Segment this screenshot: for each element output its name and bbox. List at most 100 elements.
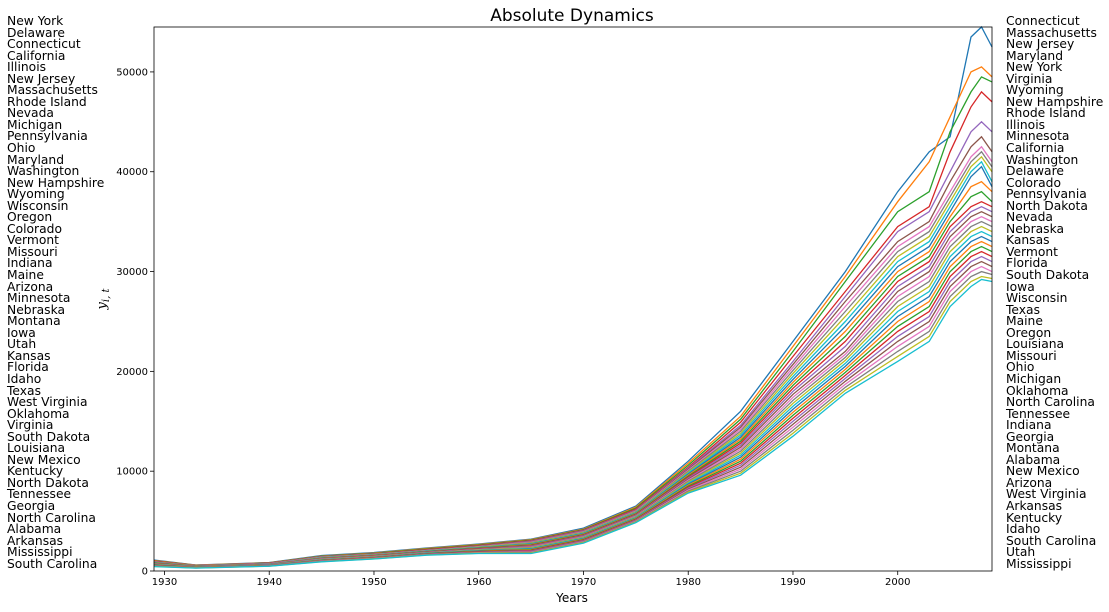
right-state-label: Tennessee xyxy=(1006,406,1071,421)
series-line xyxy=(153,220,993,568)
left-state-label: South Dakota xyxy=(7,429,91,444)
right-state-label: Florida xyxy=(1006,256,1048,271)
plot-frame xyxy=(153,26,993,572)
left-state-label: Maryland xyxy=(7,152,65,167)
right-state-label: Texas xyxy=(1006,302,1040,317)
series-line xyxy=(153,120,993,567)
left-state-label: California xyxy=(7,48,66,63)
left-state-label: Arizona xyxy=(7,279,54,294)
right-state-label: Alabama xyxy=(1006,452,1061,467)
x-axis-label: Years xyxy=(555,591,588,605)
x-tick-label: 1980 xyxy=(675,577,700,588)
right-state-label: Colorado xyxy=(1006,175,1061,190)
right-state-label: Pennsylvania xyxy=(1006,187,1087,202)
left-state-label: New Jersey xyxy=(7,71,76,86)
right-state-label: Nevada xyxy=(1006,210,1053,225)
series-line xyxy=(153,66,993,566)
right-state-label: Connecticut xyxy=(1006,14,1080,28)
right-state-label: Oklahoma xyxy=(1006,383,1069,398)
y-axis-label-main: y xyxy=(95,301,110,310)
left-state-label: Wyoming xyxy=(7,187,65,202)
left-state-label: New York xyxy=(7,14,64,28)
series-line xyxy=(153,240,993,568)
left-state-labels: New York Delaware Connecticut California Ill… xyxy=(7,14,105,570)
right-state-label: Wyoming xyxy=(1006,83,1064,98)
left-state-label: Massachusetts xyxy=(7,83,98,98)
y-tick-label: 20000 xyxy=(116,367,148,378)
right-state-label: New Hampshire xyxy=(1006,94,1104,109)
right-state-label: Oregon xyxy=(1006,325,1052,340)
series-line xyxy=(153,200,993,568)
series-line xyxy=(153,245,993,569)
x-tick-label: 1990 xyxy=(780,577,805,588)
right-state-label: Kansas xyxy=(1006,233,1050,248)
chart-title: Absolute Dynamics xyxy=(490,6,654,26)
series-line xyxy=(153,25,993,566)
series-line xyxy=(153,205,993,568)
left-state-label: Wisconsin xyxy=(7,198,69,213)
x-tick-label: 2000 xyxy=(885,577,910,588)
series-line xyxy=(153,278,993,569)
left-state-label: New Mexico xyxy=(7,452,81,467)
left-state-label: North Dakota xyxy=(7,475,89,490)
right-state-label: Washington xyxy=(1006,152,1079,167)
left-state-label: Virginia xyxy=(7,418,54,433)
right-state-label: New Jersey xyxy=(1006,37,1075,52)
left-state-label: Pennsylvania xyxy=(7,129,88,144)
right-state-label: South Dakota xyxy=(1006,268,1090,283)
right-state-label: Indiana xyxy=(1006,418,1052,433)
series-lines xyxy=(153,25,993,569)
series-line xyxy=(153,90,993,567)
left-state-label: Vermont xyxy=(7,233,59,248)
left-state-label: Delaware xyxy=(7,25,65,40)
right-state-label: New Mexico xyxy=(1006,464,1080,479)
right-state-label: Iowa xyxy=(1006,279,1035,294)
series-line xyxy=(153,275,993,569)
series-line xyxy=(153,270,993,569)
right-state-label: Idaho xyxy=(1006,522,1041,537)
right-state-labels: Connecticut Massachusetts New Jersey Maryla… xyxy=(1006,14,1104,571)
left-state-label: Colorado xyxy=(7,221,62,236)
right-state-label: South Carolina xyxy=(1006,533,1097,548)
y-axis-label-subscript: i, t xyxy=(101,288,112,303)
right-state-label: Michigan xyxy=(1006,371,1062,386)
left-state-label: Kansas xyxy=(7,348,51,363)
left-state-label: Missouri xyxy=(7,244,58,259)
y-axis-label: yi, t xyxy=(95,288,112,311)
left-state-label: Maine xyxy=(7,268,44,283)
left-state-label: Minnesota xyxy=(7,291,71,306)
left-state-label: Kentucky xyxy=(7,464,64,479)
series-line xyxy=(153,190,993,568)
right-state-label: Rhode Island xyxy=(1006,106,1086,121)
left-state-label: Oklahoma xyxy=(7,406,70,421)
series-line xyxy=(153,150,993,567)
series-line xyxy=(153,135,993,567)
left-state-label: Rhode Island xyxy=(7,94,87,109)
left-state-label: Nevada xyxy=(7,106,54,121)
left-state-label: Louisiana xyxy=(7,441,66,456)
x-tick-label: 1960 xyxy=(466,577,491,588)
y-tick-label: 30000 xyxy=(116,267,148,278)
y-tick-label: 0 xyxy=(142,567,148,578)
right-state-label: Virginia xyxy=(1006,71,1053,86)
right-state-label: Utah xyxy=(1006,545,1036,560)
left-state-label: Washington xyxy=(7,164,80,179)
right-state-label: Arkansas xyxy=(1006,498,1063,513)
x-tick-label: 1970 xyxy=(571,577,596,588)
right-state-label: Mississippi xyxy=(1006,556,1072,571)
series-line xyxy=(153,250,993,569)
right-state-label: North Dakota xyxy=(1006,198,1088,213)
left-state-label: Michigan xyxy=(7,117,63,132)
right-state-label: Arizona xyxy=(1006,475,1053,490)
right-state-label: Missouri xyxy=(1006,348,1057,363)
y-tick-label: 50000 xyxy=(116,67,148,78)
right-state-label: New York xyxy=(1006,60,1063,75)
left-state-label: Mississippi xyxy=(7,545,73,560)
right-state-label: California xyxy=(1006,141,1065,156)
left-state-label: Illinois xyxy=(7,60,47,75)
left-state-label: West Virginia xyxy=(7,395,88,410)
right-state-label: Minnesota xyxy=(1006,129,1070,144)
left-state-label: Nebraska xyxy=(7,302,66,317)
left-state-label: New Hampshire xyxy=(7,175,105,190)
